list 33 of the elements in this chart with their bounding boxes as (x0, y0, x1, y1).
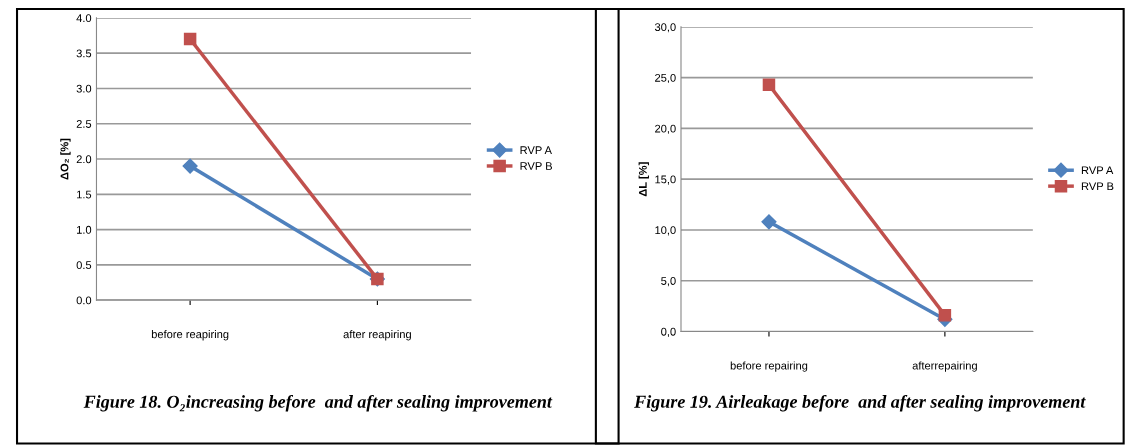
x-tick-label: before repairing (730, 361, 808, 372)
legend-label: RVP B (1081, 182, 1114, 191)
y-tick-label: 3.0 (76, 84, 92, 93)
caption: Figure 19. Airleakage before and after sealing improvement (634, 394, 1086, 412)
y-tick-label: 1.5 (77, 190, 92, 199)
y-tick-label: 4.0 (76, 14, 92, 23)
point (182, 158, 198, 174)
point (183, 32, 197, 46)
point (938, 309, 952, 322)
y-tick-label: 1.0 (77, 225, 92, 234)
y-axis-title: ΔO₂ [%] (60, 138, 71, 180)
legend-label: RVP A (1081, 166, 1114, 175)
point (762, 78, 776, 92)
caption: Figure 18. O₂increasing before and after sealing improvement (83, 394, 553, 412)
point (761, 214, 777, 230)
x-tick-label: before reapiring (151, 330, 229, 341)
y-tick-label: 30,0 (654, 23, 676, 33)
y-tick-label: 2.5 (76, 120, 92, 128)
y-tick-label: 0.5 (76, 261, 92, 270)
x-tick-label: after reapiring (343, 330, 411, 341)
y-tick-label: 20,0 (655, 124, 676, 134)
y-tick-label: 15,0 (655, 175, 676, 185)
y-tick-label: 0.0 (76, 296, 92, 305)
y-tick-label: 5,0 (661, 277, 676, 287)
y-tick-label: 0,0 (661, 327, 676, 337)
y-tick-label: 2.0 (76, 155, 92, 164)
x-tick-label: afterrepairing (912, 361, 977, 372)
y-tick-label: 3.5 (76, 49, 92, 58)
legend-label: RVP B (520, 162, 552, 170)
legend-label: RVP A (520, 146, 552, 154)
y-tick-label: 10,0 (655, 226, 676, 236)
y-axis-title: ΔL [%] (638, 162, 649, 197)
y-tick-label: 25,0 (655, 73, 676, 84)
